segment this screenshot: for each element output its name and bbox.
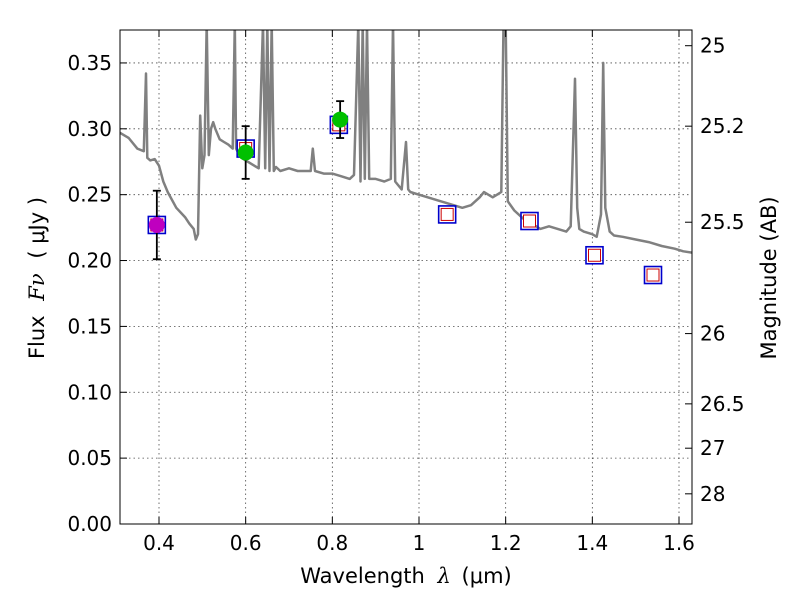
x-tick-label: 0.8 bbox=[316, 531, 348, 555]
model-photometry-inner bbox=[646, 268, 660, 282]
x-tick-label: 1.6 bbox=[663, 531, 695, 555]
y-tick-label: 0.20 bbox=[67, 249, 112, 273]
right-axis-label: Magnitude (AB) bbox=[757, 196, 781, 359]
y-tick-label: 0.35 bbox=[67, 51, 112, 75]
model-photometry-inner bbox=[588, 248, 601, 262]
y-axis-label-symbol: Fν bbox=[25, 273, 49, 302]
y-axis-label-text: Flux bbox=[25, 315, 49, 359]
model-photometry-square bbox=[437, 205, 457, 224]
plot-frame bbox=[119, 29, 693, 525]
mag-tick-label: 28 bbox=[700, 482, 725, 506]
model-photometry-inner bbox=[523, 214, 536, 228]
mag-tick-label: 26 bbox=[700, 322, 725, 346]
observed-photometry-point bbox=[332, 111, 349, 128]
mag-tick-label: 25 bbox=[700, 34, 725, 58]
model-photometry-inner bbox=[440, 207, 454, 221]
mag-tick-label: 25.2 bbox=[700, 114, 745, 138]
y-tick-label: 0.10 bbox=[67, 380, 112, 404]
model-photometry-square bbox=[585, 245, 604, 265]
x-tick-label: 1 bbox=[413, 531, 426, 555]
y-tick-label: 0.25 bbox=[67, 183, 112, 207]
x-axis-label: Wavelength λ (μm) bbox=[300, 564, 511, 588]
x-tick-label: 1.2 bbox=[490, 531, 522, 555]
x-axis-label-text: Wavelength bbox=[300, 564, 425, 588]
mag-tick-label: 26.5 bbox=[700, 392, 745, 416]
sed-spectrum-line bbox=[120, 30, 692, 254]
observed-photometry-point bbox=[148, 216, 165, 233]
y-axis-label-unit: ( μJy ) bbox=[25, 197, 49, 259]
model-photometry-square bbox=[643, 265, 663, 285]
y-tick-label: 0.00 bbox=[67, 512, 112, 536]
y-tick-label: 0.15 bbox=[67, 314, 112, 338]
model-photometry-square bbox=[520, 211, 539, 231]
axis-ticks: 0.4 0.6 0.8 1 1.2 1.4 1.6 0.00 0.05 0.10 0.15 0.20 0… bbox=[67, 30, 745, 555]
y-tick-label: 0.30 bbox=[67, 117, 112, 141]
mag-tick-label: 27 bbox=[700, 436, 725, 460]
mag-tick-label: 25.5 bbox=[700, 210, 745, 234]
observed-photometry-point bbox=[237, 144, 254, 161]
y-tick-label: 0.05 bbox=[67, 446, 112, 470]
y-axis-label: Flux Fν ( μJy ) bbox=[25, 197, 49, 359]
x-axis-label-unit: (μm) bbox=[462, 564, 512, 588]
x-tick-label: 0.4 bbox=[143, 531, 175, 555]
x-tick-label: 0.6 bbox=[230, 531, 262, 555]
x-tick-label: 1.4 bbox=[576, 531, 608, 555]
plot-series bbox=[120, 30, 692, 285]
x-axis-label-symbol: λ bbox=[437, 564, 451, 588]
